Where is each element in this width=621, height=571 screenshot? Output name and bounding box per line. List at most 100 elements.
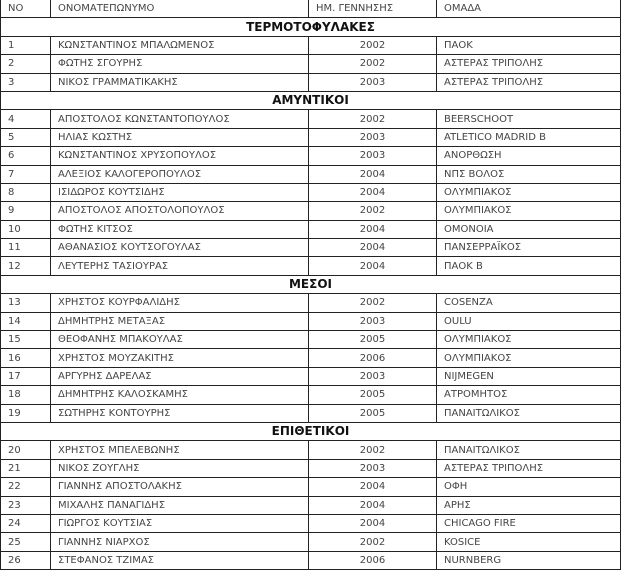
player-name: ΓΙΩΡΓΟΣ ΚΟΥΤΣΙΑΣ <box>50 513 309 534</box>
player-team: ΟΛΥΜΠΙΑΚΟΣ <box>436 330 621 350</box>
table-row: 4 ΑΠΟΣΤΟΛΟΣ ΚΩΝΣΤΑΝΤΟΠΟΥΛΟΣ 2002 BEERSCHOOT <box>0 109 621 129</box>
player-team: BEERSCHOOT <box>436 109 621 129</box>
player-number: 7 <box>0 164 51 184</box>
table-row: 1 ΚΩΝΣΤΑΝΤΙΝΟΣ ΜΠΑΛΩΜΕΝΟΣ 2002 ΠΑΟΚ <box>0 35 621 56</box>
player-name: ΓΙΑΝΝΗΣ ΝΙΑΡΧΟΣ <box>50 532 309 552</box>
player-team: ΑΝΟΡΘΩΣΗ <box>436 146 621 166</box>
table-row: 15 ΘΕΟΦΑΝΗΣ ΜΠΑΚΟΥΛΑΣ 2005 ΟΛΥΜΠΙΑΚΟΣ <box>0 330 621 350</box>
player-team: ΠΑΟΚ Β <box>436 256 621 276</box>
player-number: 20 <box>0 440 51 460</box>
player-name: ΝΙΚΟΣ ΖΟΥΓΛΗΣ <box>50 458 309 479</box>
table-row: 6 ΚΩΝΣΤΑΝΤΙΝΟΣ ΧΡΥΣΟΠΟΥΛΟΣ 2003 ΑΝΟΡΘΩΣΗ <box>0 146 621 166</box>
player-team: NIJMEGEN <box>436 366 621 387</box>
player-number: 18 <box>0 385 51 405</box>
player-number: 14 <box>0 311 51 332</box>
section-row: ΕΠΙΘΕΤΙΚΟΙ <box>0 421 621 442</box>
player-number: 22 <box>0 477 51 497</box>
player-birth-year: 2004 <box>308 238 437 258</box>
player-birth-year: 2002 <box>308 440 437 460</box>
player-birth-year: 2004 <box>308 164 437 184</box>
table-row: 9 ΑΠΟΣΤΟΛΟΣ ΑΠΟΣΤΟΛΟΠΟΥΛΟΣ 2002 ΟΛΥΜΠΙΑΚΟΣ <box>0 201 621 221</box>
player-birth-year: 2003 <box>308 458 437 479</box>
player-team: ΟΛΥΜΠΙΑΚΟΣ <box>436 182 621 203</box>
player-birth-year: 2005 <box>308 385 437 405</box>
header-team: ΟΜΑΔΑ <box>436 0 621 19</box>
player-team: ATLETICO MADRID B <box>436 127 621 148</box>
player-team: CHICAGO FIRE <box>436 513 621 534</box>
player-birth-year: 2002 <box>308 201 437 221</box>
player-birth-year: 2005 <box>308 330 437 350</box>
table-row: 17 ΑΡΓΥΡΗΣ ΔΑΡΕΛΑΣ 2003 NIJMEGEN <box>0 366 621 387</box>
player-birth-year: 2003 <box>308 311 437 332</box>
player-number: 12 <box>0 256 51 276</box>
player-name: ΚΩΝΣΤΑΝΤΙΝΟΣ ΧΡΥΣΟΠΟΥΛΟΣ <box>50 146 309 166</box>
table-row: 26 ΣΤΕΦΑΝΟΣ ΤΖΙΜΑΣ 2006 NURNBERG <box>0 550 621 571</box>
player-name: ΣΤΕΦΑΝΟΣ ΤΖΙΜΑΣ <box>50 550 309 571</box>
table-row: 25 ΓΙΑΝΝΗΣ ΝΙΑΡΧΟΣ 2002 KOSICE <box>0 532 621 552</box>
player-birth-year: 2002 <box>308 532 437 552</box>
player-number: 17 <box>0 366 51 387</box>
header-row: NO ΟΝΟΜΑΤΕΠΩΝΥΜΟ ΗΜ. ΓΕΝΝΗΣΗΣ ΟΜΑΔΑ <box>0 0 621 19</box>
section-title: ΜΕΣΟΙ <box>0 274 621 295</box>
player-team: ΠΑΝΣΕΡΡΑΪΚΟΣ <box>436 238 621 258</box>
table-row: 23 ΜΙΧΑΛΗΣ ΠΑΝΑΓΙΔΗΣ 2004 ΑΡΗΣ <box>0 495 621 515</box>
section-title: ΑΜΥΝΤΙΚΟΙ <box>0 90 621 111</box>
player-name: ΔΗΜΗΤΡΗΣ ΚΑΛΟΣΚΑΜΗΣ <box>50 385 309 405</box>
player-number: 6 <box>0 146 51 166</box>
player-name: ΦΩΤΗΣ ΣΓΟΥΡΗΣ <box>50 54 309 74</box>
table-row: 11 ΑΘΑΝΑΣΙΟΣ ΚΟΥΤΣΟΓΟΥΛΑΣ 2004 ΠΑΝΣΕΡΡΑΪΚΟΣ <box>0 238 621 258</box>
player-number: 16 <box>0 348 51 368</box>
player-birth-year: 2002 <box>308 293 437 313</box>
section-title: ΕΠΙΘΕΤΙΚΟΙ <box>0 421 621 442</box>
player-name: ΣΩΤΗΡΗΣ ΚΟΝΤΟΥΡΗΣ <box>50 403 309 423</box>
player-birth-year: 2002 <box>308 54 437 74</box>
player-team: ΟΛΥΜΠΙΑΚΟΣ <box>436 201 621 221</box>
player-name: ΧΡΗΣΤΟΣ ΜΟΥΖΑΚΙΤΗΣ <box>50 348 309 368</box>
player-name: ΙΣΙΔΩΡΟΣ ΚΟΥΤΣΙΔΗΣ <box>50 182 309 203</box>
section-row: ΜΕΣΟΙ <box>0 274 621 295</box>
player-team: ΑΣΤΕΡΑΣ ΤΡΙΠΟΛΗΣ <box>436 54 621 74</box>
table-row: 21 ΝΙΚΟΣ ΖΟΥΓΛΗΣ 2003 ΑΣΤΕΡΑΣ ΤΡΙΠΟΛΗΣ <box>0 458 621 479</box>
table-row: 24 ΓΙΩΡΓΟΣ ΚΟΥΤΣΙΑΣ 2004 CHICAGO FIRE <box>0 513 621 534</box>
player-name: ΘΕΟΦΑΝΗΣ ΜΠΑΚΟΥΛΑΣ <box>50 330 309 350</box>
player-team: ΑΡΗΣ <box>436 495 621 515</box>
player-birth-year: 2003 <box>308 127 437 148</box>
player-name: ΑΠΟΣΤΟΛΟΣ ΑΠΟΣΤΟΛΟΠΟΥΛΟΣ <box>50 201 309 221</box>
player-name: ΗΛΙΑΣ ΚΩΣΤΗΣ <box>50 127 309 148</box>
header-birth: ΗΜ. ΓΕΝΝΗΣΗΣ <box>308 0 437 19</box>
player-name: ΝΙΚΟΣ ΓΡΑΜΜΑΤΙΚΑΚΗΣ <box>50 72 309 92</box>
table-row: 8 ΙΣΙΔΩΡΟΣ ΚΟΥΤΣΙΔΗΣ 2004 ΟΛΥΜΠΙΑΚΟΣ <box>0 182 621 203</box>
player-team: ΟΜΟΝΟΙΑ <box>436 219 621 240</box>
player-name: ΑΘΑΝΑΣΙΟΣ ΚΟΥΤΣΟΓΟΥΛΑΣ <box>50 238 309 258</box>
table-row: 12 ΛΕΥΤΕΡΗΣ ΤΑΣΙΟΥΡΑΣ 2004 ΠΑΟΚ Β <box>0 256 621 276</box>
player-name: ΑΛΕΞΙΟΣ ΚΑΛΟΓΕΡΟΠΟΥΛΟΣ <box>50 164 309 184</box>
table-row: 2 ΦΩΤΗΣ ΣΓΟΥΡΗΣ 2002 ΑΣΤΕΡΑΣ ΤΡΙΠΟΛΗΣ <box>0 54 621 74</box>
player-birth-year: 2002 <box>308 109 437 129</box>
player-team: OULU <box>436 311 621 332</box>
player-birth-year: 2002 <box>308 35 437 56</box>
player-birth-year: 2004 <box>308 495 437 515</box>
player-team: ΑΣΤΕΡΑΣ ΤΡΙΠΟΛΗΣ <box>436 72 621 92</box>
player-number: 10 <box>0 219 51 240</box>
player-number: 19 <box>0 403 51 423</box>
player-name: ΧΡΗΣΤΟΣ ΚΟΥΡΦΑΛΙΔΗΣ <box>50 293 309 313</box>
player-name: ΓΙΑΝΝΗΣ ΑΠΟΣΤΟΛΑΚΗΣ <box>50 477 309 497</box>
player-name: ΑΠΟΣΤΟΛΟΣ ΚΩΝΣΤΑΝΤΟΠΟΥΛΟΣ <box>50 109 309 129</box>
player-name: ΜΙΧΑΛΗΣ ΠΑΝΑΓΙΔΗΣ <box>50 495 309 515</box>
section-title: ΤΕΡΜΟΤΟΦΥΛΑΚΕΣ <box>0 17 621 37</box>
player-name: ΛΕΥΤΕΡΗΣ ΤΑΣΙΟΥΡΑΣ <box>50 256 309 276</box>
player-birth-year: 2005 <box>308 403 437 423</box>
player-number: 13 <box>0 293 51 313</box>
player-birth-year: 2004 <box>308 513 437 534</box>
player-number: 2 <box>0 54 51 74</box>
player-birth-year: 2003 <box>308 366 437 387</box>
table-row: 20 ΧΡΗΣΤΟΣ ΜΠΕΛΕΒΩΝΗΣ 2002 ΠΑΝΑΙΤΩΛΙΚΟΣ <box>0 440 621 460</box>
table-row: 10 ΦΩΤΗΣ ΚΙΤΣΟΣ 2004 ΟΜΟΝΟΙΑ <box>0 219 621 240</box>
player-birth-year: 2004 <box>308 477 437 497</box>
player-team: ΟΦΗ <box>436 477 621 497</box>
player-number: 1 <box>0 35 51 56</box>
player-team: NURNBERG <box>436 550 621 571</box>
player-number: 15 <box>0 330 51 350</box>
player-number: 8 <box>0 182 51 203</box>
